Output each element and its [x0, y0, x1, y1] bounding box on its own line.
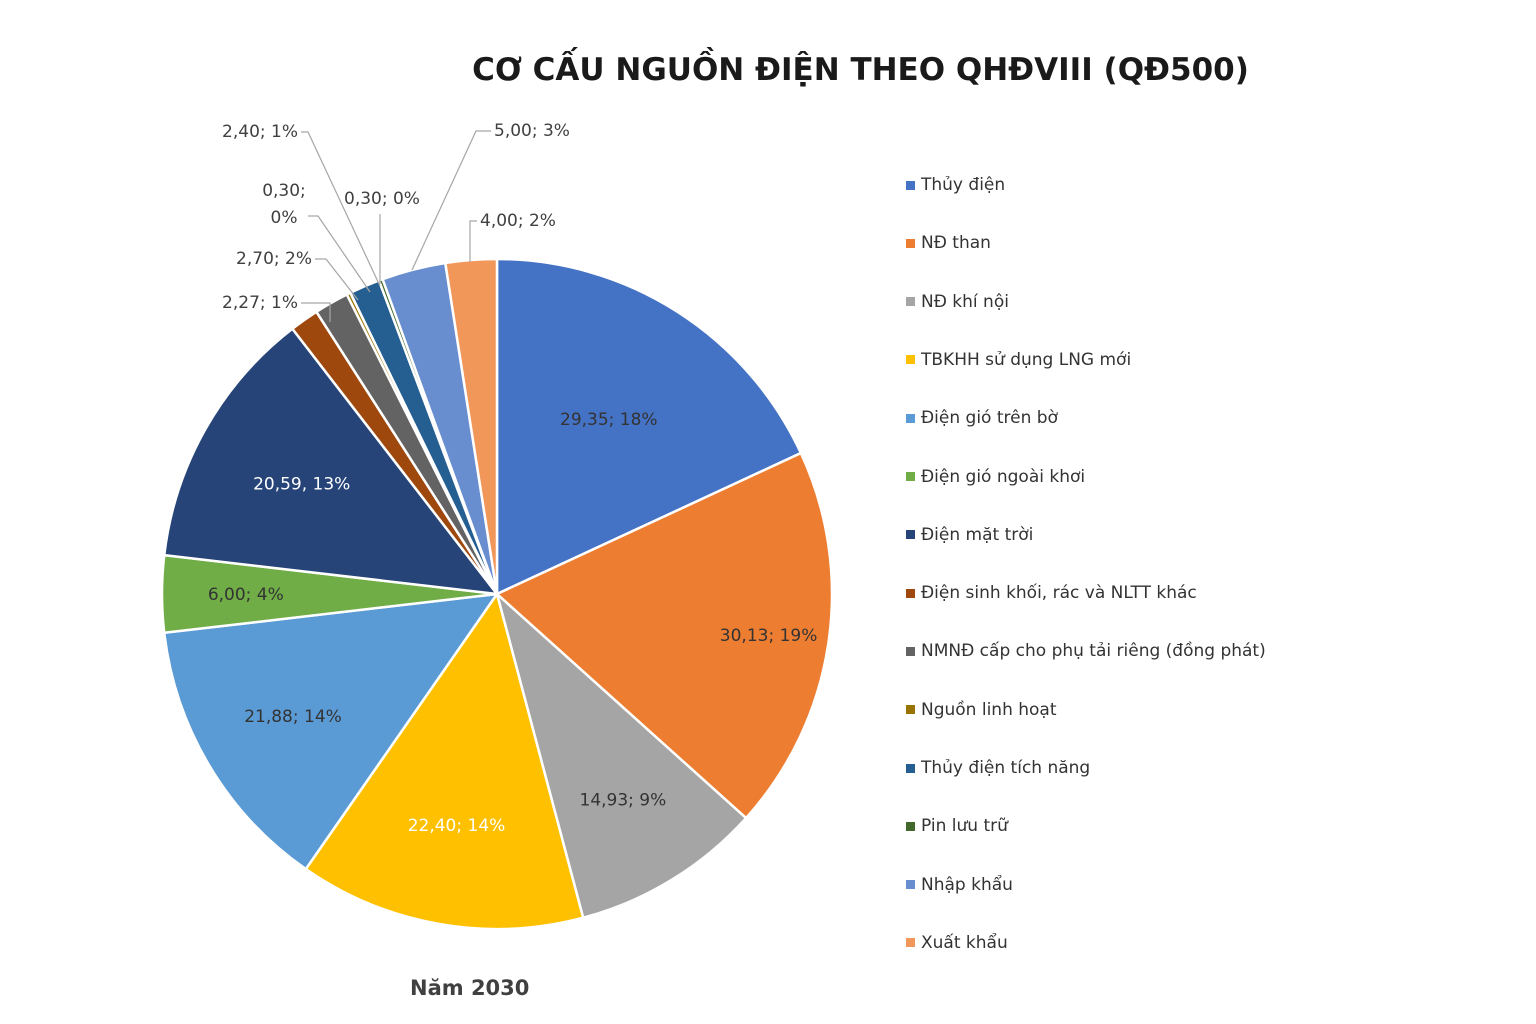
legend-item: NĐ khí nội [906, 291, 1009, 313]
pie-slice [494, 451, 834, 820]
legend-item: Thủy điện [906, 174, 1005, 196]
legend-swatch [906, 472, 915, 481]
chart-title: CƠ CẤU NGUỒN ĐIỆN THEO QHĐVIII (QĐ500) [472, 52, 1249, 88]
legend-swatch [906, 588, 915, 598]
data-label: 6,00; 4% [208, 585, 284, 605]
legend-label: NĐ than [921, 233, 991, 254]
data-label: 22,40; 14% [408, 816, 506, 836]
data-label: 0,30; 0% [262, 181, 306, 228]
legend-swatch [906, 238, 915, 248]
data-label: 20,59, 13% [253, 475, 350, 495]
legend-swatch [906, 763, 915, 773]
data-label: 14,93; 9% [580, 791, 667, 811]
pie-slice [495, 257, 803, 596]
legend-item: NMNĐ cấp cho phụ tải riêng (đồng phát) [906, 640, 1266, 662]
leader-line [469, 220, 477, 262]
legend-label: Thủy điện [921, 175, 1006, 195]
legend-item: Nhập khẩu [906, 874, 1013, 896]
data-label: 0,30; 0% [344, 189, 420, 209]
pie-slice [494, 590, 748, 920]
legend-label: Nguồn linh hoạt [921, 699, 1057, 720]
legend-item: NĐ than [906, 232, 991, 254]
legend-swatch [906, 646, 915, 656]
data-label: 2,40; 1% [222, 122, 298, 142]
legend-swatch [906, 297, 915, 307]
legend-item: Điện sinh khối, rác và NLTT khác [906, 582, 1197, 604]
data-label: 21,88; 14% [244, 707, 342, 727]
pie-slice [162, 592, 500, 871]
data-label: 4,00; 2% [480, 211, 556, 231]
legend-item: Nguồn linh hoạt [906, 699, 1057, 721]
legend-swatch [906, 355, 915, 365]
legend-item: Điện gió ngoài khơi [906, 466, 1085, 488]
pie-slice [443, 257, 499, 595]
legend-label: Điện sinh khối, rác và NLTT khác [921, 583, 1197, 604]
legend-swatch [906, 821, 915, 831]
leader-line [301, 131, 381, 287]
legend-label: TBKHH sử dụng LNG mới [921, 349, 1132, 370]
chart-subtitle: Năm 2030 [410, 976, 530, 1000]
leader-line [315, 258, 359, 301]
leader-line [411, 130, 491, 271]
legend-item: TBKHH sử dụng LNG mới [906, 349, 1131, 371]
legend-label: Điện gió trên bờ [921, 408, 1058, 429]
data-label: 2,27; 1% [222, 293, 298, 313]
legend-swatch [906, 413, 915, 423]
legend-label: Nhập khẩu [921, 874, 1013, 895]
pie-slice [162, 327, 500, 596]
legend-swatch [906, 705, 915, 715]
legend-item: Thủy điện tích năng [906, 757, 1090, 779]
legend-swatch [906, 180, 915, 190]
legend-item: Xuất khẩu [906, 932, 1008, 954]
legend-label: Thủy điện tích năng [921, 758, 1091, 778]
legend-item: Pin lưu trữ [906, 815, 1008, 837]
legend-item: Điện mặt trời [906, 524, 1033, 546]
legend-label: Pin lưu trữ [921, 816, 1008, 837]
leader-line [308, 215, 371, 293]
legend-label: NMNĐ cấp cho phụ tải riêng (đồng phát) [921, 641, 1266, 662]
legend-label: Xuất khẩu [921, 932, 1008, 953]
legend-swatch [906, 880, 915, 890]
legend-label: NĐ khí nội [921, 291, 1009, 312]
legend-swatch [906, 938, 915, 948]
legend-label: Điện gió ngoài khơi [921, 466, 1086, 487]
data-label: 30,13; 19% [720, 626, 818, 646]
data-label: 2,70; 2% [236, 249, 312, 269]
data-label: 29,35; 18% [560, 410, 658, 430]
legend-swatch [906, 530, 915, 540]
pie-slice [304, 591, 585, 931]
legend-item: Điện gió trên bờ [906, 407, 1058, 429]
leader-line [301, 302, 331, 322]
data-label: 5,00; 3% [494, 121, 570, 141]
legend-label: Điện mặt trời [921, 524, 1034, 545]
